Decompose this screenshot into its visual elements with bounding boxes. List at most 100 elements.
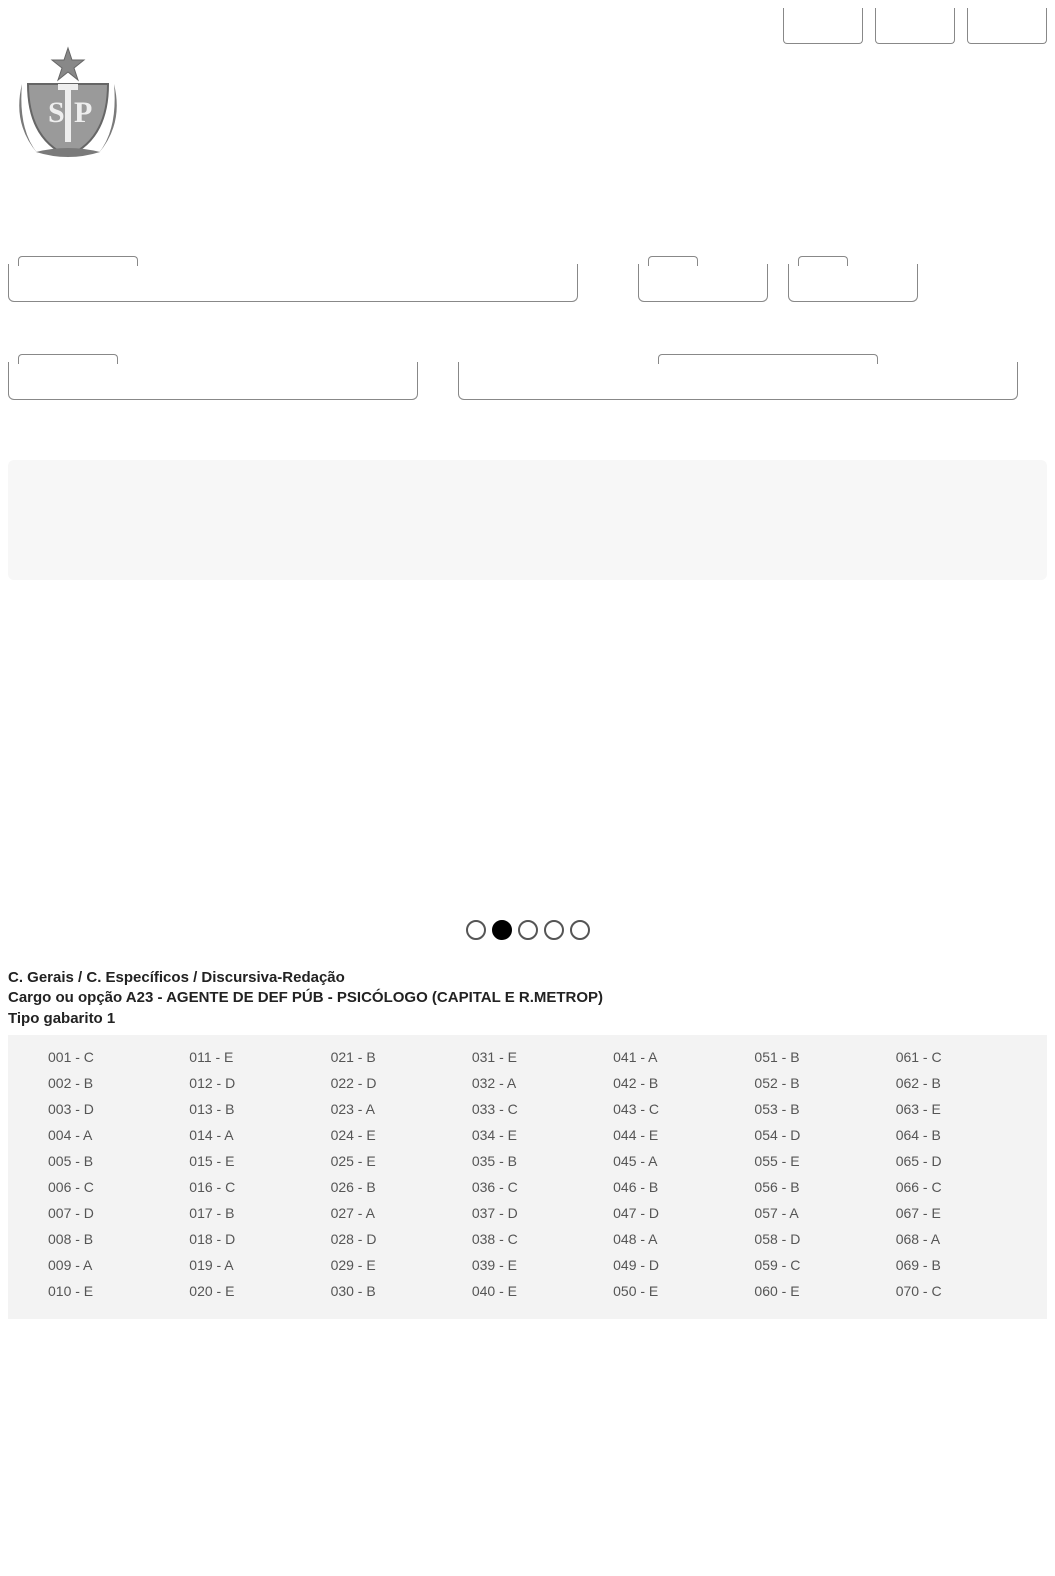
field-name-notch xyxy=(18,256,138,266)
answer-cell: 037 - D xyxy=(472,1205,613,1221)
answer-cell: 063 - E xyxy=(896,1101,1037,1117)
answer-cell: 003 - D xyxy=(48,1101,189,1117)
answer-cell: 045 - A xyxy=(613,1153,754,1169)
answer-bubbles xyxy=(8,920,1047,940)
answers-col-6: 061 - C062 - B063 - E064 - B065 - D066 -… xyxy=(896,1049,1037,1299)
answer-cell: 024 - E xyxy=(331,1127,472,1143)
answer-cell: 027 - A xyxy=(331,1205,472,1221)
hdr-line3: Tipo gabarito 1 xyxy=(8,1009,1047,1029)
answer-cell: 068 - A xyxy=(896,1231,1037,1247)
answers-col-5: 051 - B052 - B053 - B054 - D055 - E056 -… xyxy=(754,1049,895,1299)
answer-cell: 014 - A xyxy=(189,1127,330,1143)
answer-cell: 066 - C xyxy=(896,1179,1037,1195)
answer-cell: 028 - D xyxy=(331,1231,472,1247)
answer-cell: 006 - C xyxy=(48,1179,189,1195)
sp-emblem: S P xyxy=(8,44,128,164)
answer-cell: 067 - E xyxy=(896,1205,1037,1221)
answers-cols: 001 - C 002 - B 003 - D 004 - A 005 - B 006 -… xyxy=(48,1049,1037,1299)
top-box-1 xyxy=(783,8,863,44)
answer-cell: 058 - D xyxy=(754,1231,895,1247)
hdr-line1: C. Gerais / C. Específicos / Discursiva-… xyxy=(8,968,1047,988)
form-row-1 xyxy=(8,264,1047,302)
page: S P xyxy=(0,0,1055,1327)
top-box-3 xyxy=(967,8,1047,44)
answer-cell: 008 - B xyxy=(48,1231,189,1247)
answer-cell: 001 - C xyxy=(48,1049,189,1065)
answer-cell: 026 - B xyxy=(331,1179,472,1195)
answer-cell: 020 - E xyxy=(189,1283,330,1299)
answer-cell: 049 - D xyxy=(613,1257,754,1273)
svg-text:P: P xyxy=(74,96,92,129)
answer-cell: 064 - B xyxy=(896,1127,1037,1143)
answer-cell: 005 - B xyxy=(48,1153,189,1169)
answer-cell: 040 - E xyxy=(472,1283,613,1299)
answer-cell: 041 - A xyxy=(613,1049,754,1065)
answer-cell: 013 - B xyxy=(189,1101,330,1117)
answer-cell: 017 - B xyxy=(189,1205,330,1221)
answer-cell: 046 - B xyxy=(613,1179,754,1195)
field-name xyxy=(8,264,578,302)
answer-cell: 011 - E xyxy=(189,1049,330,1065)
bubble-0[interactable] xyxy=(466,920,486,940)
field-med-box[interactable] xyxy=(8,362,418,400)
answer-cell: 019 - A xyxy=(189,1257,330,1273)
svg-text:S: S xyxy=(48,96,65,129)
field-big-box[interactable] xyxy=(458,362,1018,400)
bubble-2[interactable] xyxy=(518,920,538,940)
answers-col-3: 031 - E032 - A033 - C034 - E035 - B036 -… xyxy=(472,1049,613,1299)
answer-cell: 065 - D xyxy=(896,1153,1037,1169)
answer-cell: 054 - D xyxy=(754,1127,895,1143)
answer-cell: 007 - D xyxy=(48,1205,189,1221)
field-small-2-notch xyxy=(798,256,848,266)
answer-cell: 051 - B xyxy=(754,1049,895,1065)
answer-cell: 010 - E xyxy=(48,1283,189,1299)
answer-cell: 021 - B xyxy=(331,1049,472,1065)
answer-cell: 022 - D xyxy=(331,1075,472,1091)
field-small-1 xyxy=(638,264,768,302)
answers-col-0: 001 - C 002 - B 003 - D 004 - A 005 - B 006 -… xyxy=(48,1049,189,1299)
answer-cell: 059 - C xyxy=(754,1257,895,1273)
answer-cell: 043 - C xyxy=(613,1101,754,1117)
answers-col-2: 021 - B 022 - D 023 - A 024 - E 025 - E 026 -… xyxy=(331,1049,472,1299)
answer-cell: 056 - B xyxy=(754,1179,895,1195)
answer-cell: 047 - D xyxy=(613,1205,754,1221)
bubble-1[interactable] xyxy=(492,920,512,940)
emblem-icon: S P xyxy=(8,44,128,164)
field-small-1-box[interactable] xyxy=(638,264,768,302)
answer-cell: 035 - B xyxy=(472,1153,613,1169)
field-big xyxy=(458,362,1018,400)
answer-cell: 050 - E xyxy=(613,1283,754,1299)
answer-cell: 048 - A xyxy=(613,1231,754,1247)
answer-cell: 004 - A xyxy=(48,1127,189,1143)
answer-cell: 015 - E xyxy=(189,1153,330,1169)
answer-cell: 023 - A xyxy=(331,1101,472,1117)
answer-cell: 057 - A xyxy=(754,1205,895,1221)
answers-col-1: 011 - E012 - D013 - B014 - A015 - E016 -… xyxy=(189,1049,330,1299)
answer-cell: 033 - C xyxy=(472,1101,613,1117)
grey-panel xyxy=(8,460,1047,580)
answer-cell: 044 - E xyxy=(613,1127,754,1143)
answer-cell: 018 - D xyxy=(189,1231,330,1247)
answer-cell: 052 - B xyxy=(754,1075,895,1091)
field-small-2-box[interactable] xyxy=(788,264,918,302)
answer-cell: 036 - C xyxy=(472,1179,613,1195)
bubble-4[interactable] xyxy=(570,920,590,940)
answer-cell: 016 - C xyxy=(189,1179,330,1195)
answer-cell: 031 - E xyxy=(472,1049,613,1065)
field-med-notch xyxy=(18,354,118,364)
answer-cell: 009 - A xyxy=(48,1257,189,1273)
hdr-line2: Cargo ou opção A23 - AGENTE DE DEF PÚB -… xyxy=(8,988,1047,1008)
answer-cell: 038 - C xyxy=(472,1231,613,1247)
field-small-2 xyxy=(788,264,918,302)
form-row-2 xyxy=(8,362,1047,400)
answer-cell: 025 - E xyxy=(331,1153,472,1169)
answer-cell: 029 - E xyxy=(331,1257,472,1273)
answer-cell: 061 - C xyxy=(896,1049,1037,1065)
answer-cell: 002 - B xyxy=(48,1075,189,1091)
bubble-3[interactable] xyxy=(544,920,564,940)
answer-cell: 039 - E xyxy=(472,1257,613,1273)
field-name-box[interactable] xyxy=(8,264,578,302)
top-box-2 xyxy=(875,8,955,44)
answer-cell: 055 - E xyxy=(754,1153,895,1169)
field-big-notch xyxy=(658,354,878,364)
